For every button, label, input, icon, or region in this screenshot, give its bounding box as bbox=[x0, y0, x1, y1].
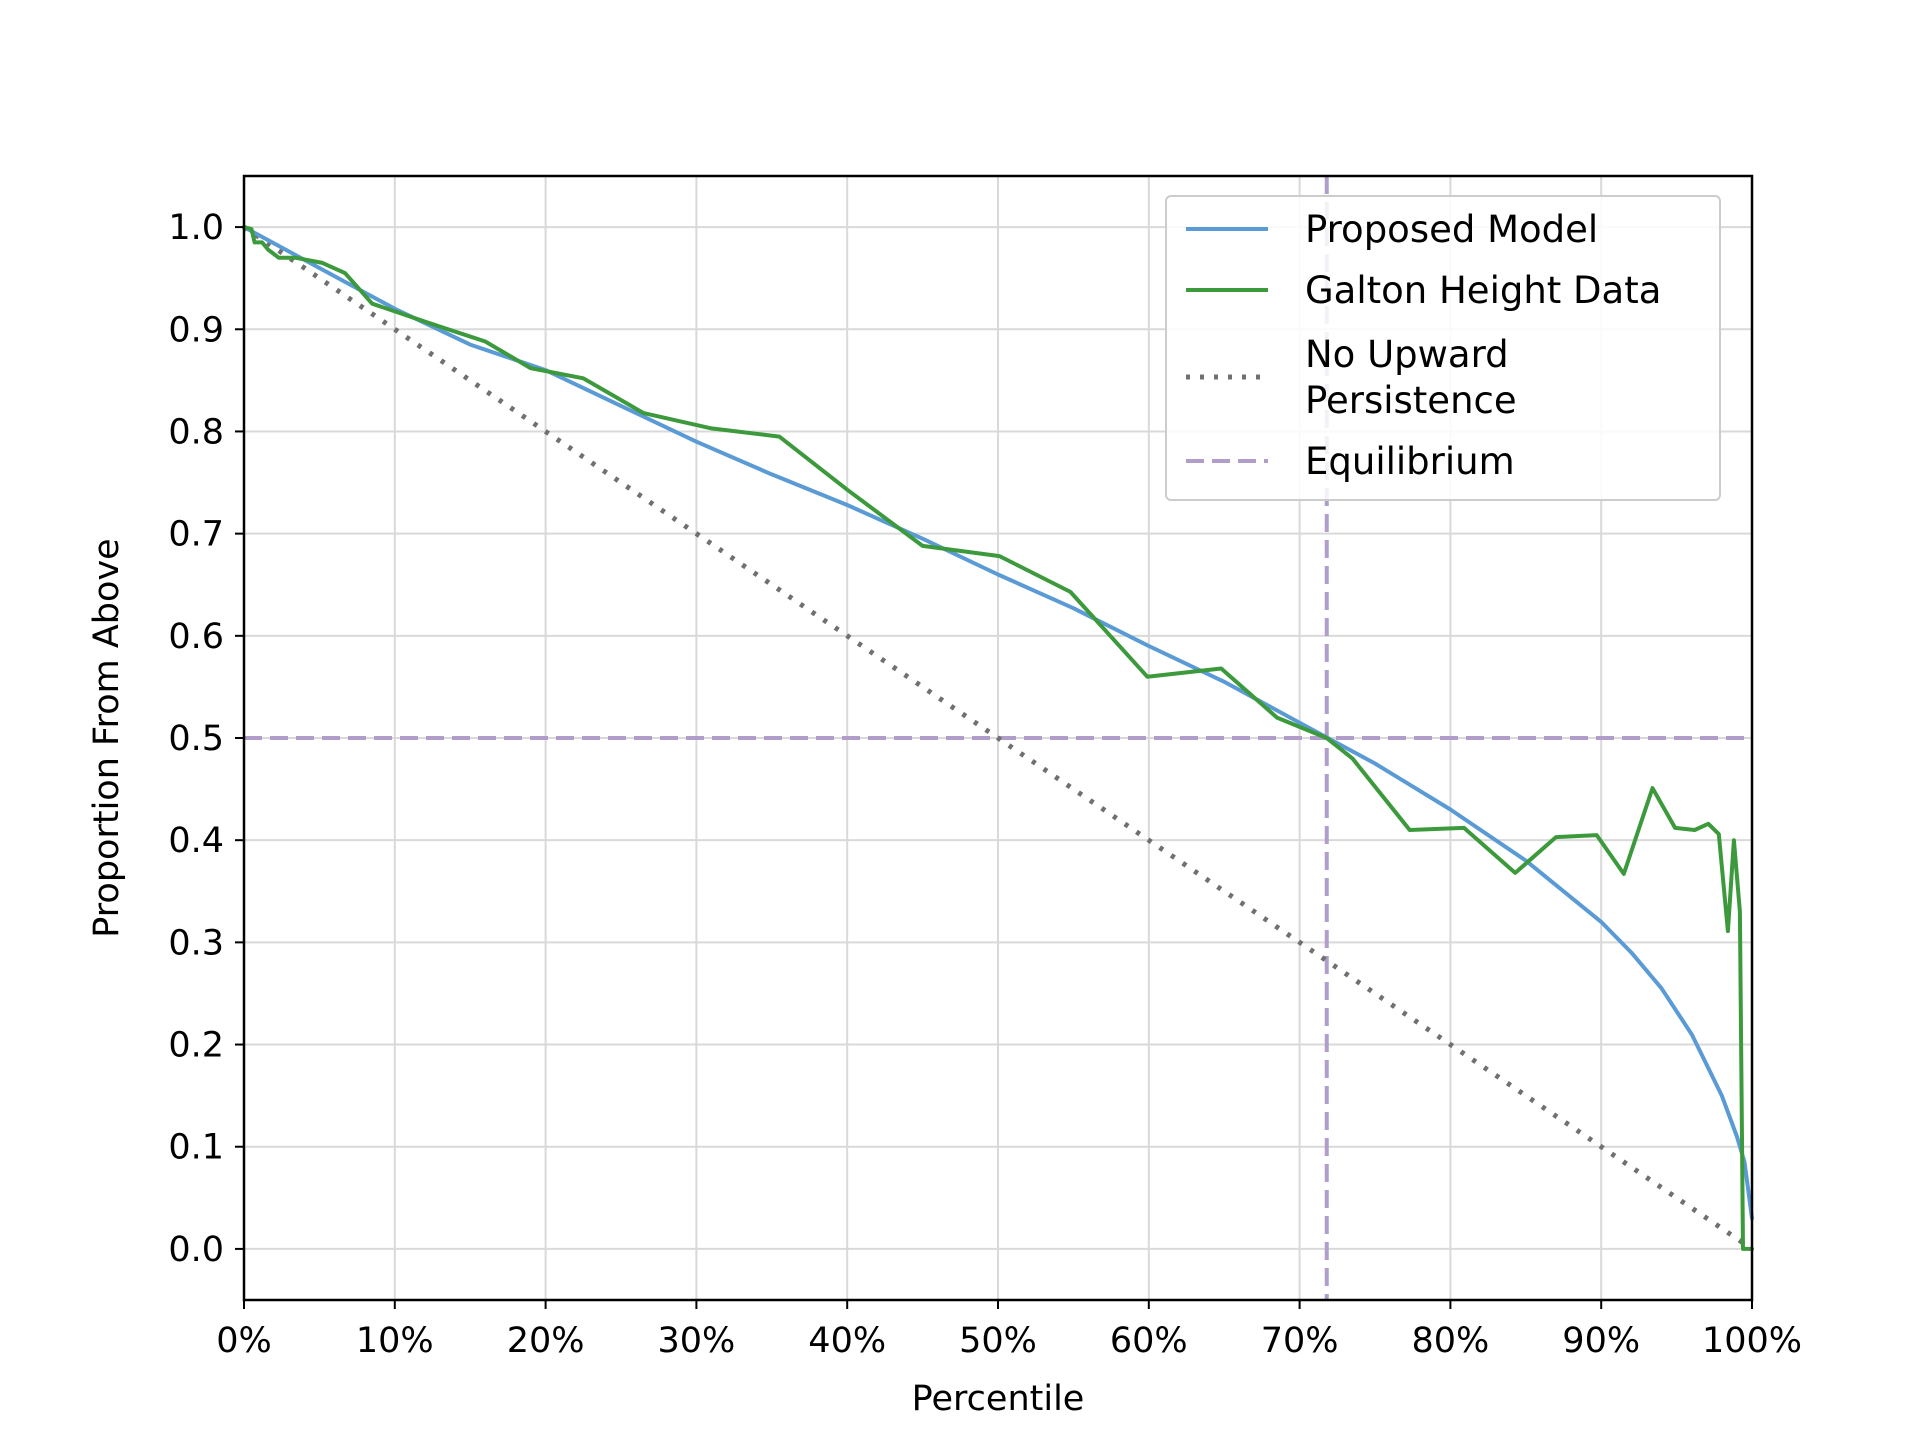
x-tick-label: 80% bbox=[1412, 1321, 1490, 1361]
x-tick-label: 100% bbox=[1702, 1321, 1802, 1361]
legend-label-no-upward-persistence: No Upward Persistence bbox=[1305, 333, 1517, 422]
y-tick-label: 0.7 bbox=[168, 515, 224, 555]
y-axis: 0.0 0.1 0.2 0.3 0.4 0.5 0.6 0.7 0.8 0.9 1.0 bbox=[168, 208, 244, 1270]
y-axis-label: Proportion From Above bbox=[87, 538, 127, 937]
y-tick-label: 0.9 bbox=[168, 310, 224, 350]
y-tick-label: 0.0 bbox=[168, 1230, 224, 1270]
proposed-model-line bbox=[242, 225, 1754, 1221]
x-tick-label: 20% bbox=[507, 1321, 585, 1361]
y-tick-label: 0.1 bbox=[168, 1128, 224, 1168]
x-axis-label: Percentile bbox=[912, 1379, 1085, 1419]
x-tick-label: 90% bbox=[1562, 1321, 1640, 1361]
y-tick-label: 1.0 bbox=[168, 208, 224, 248]
y-tick-label: 0.6 bbox=[168, 617, 224, 657]
x-tick-label: 10% bbox=[356, 1321, 434, 1361]
x-tick-label: 0% bbox=[216, 1321, 272, 1361]
legend: Proposed Model Galton Height Data No Upwar… bbox=[1165, 195, 1721, 501]
x-tick-label: 70% bbox=[1261, 1321, 1339, 1361]
y-tick-label: 0.4 bbox=[168, 821, 224, 861]
y-tick-label: 0.8 bbox=[168, 412, 224, 452]
x-tick-label: 30% bbox=[658, 1321, 736, 1361]
legend-label-galton-height-data: Galton Height Data bbox=[1305, 269, 1661, 312]
legend-box bbox=[1165, 195, 1721, 501]
y-tick-label: 0.3 bbox=[168, 923, 224, 963]
x-tick-label: 60% bbox=[1110, 1321, 1188, 1361]
no-upward-persistence-line bbox=[242, 225, 1754, 1251]
legend-label-equilibrium: Equilibrium bbox=[1305, 440, 1515, 483]
legend-label-proposed-model: Proposed Model bbox=[1305, 208, 1598, 251]
x-tick-label: 50% bbox=[959, 1321, 1037, 1361]
y-tick-label: 0.5 bbox=[168, 719, 224, 759]
x-axis: 0% 10% 20% 30% 40% 50% 60% 70% 80% 90% 100% bbox=[216, 1300, 1802, 1361]
galton-height-data-line bbox=[242, 225, 1754, 1251]
y-tick-label: 0.2 bbox=[168, 1026, 224, 1066]
x-tick-label: 40% bbox=[808, 1321, 886, 1361]
series-layer bbox=[242, 225, 1754, 1251]
